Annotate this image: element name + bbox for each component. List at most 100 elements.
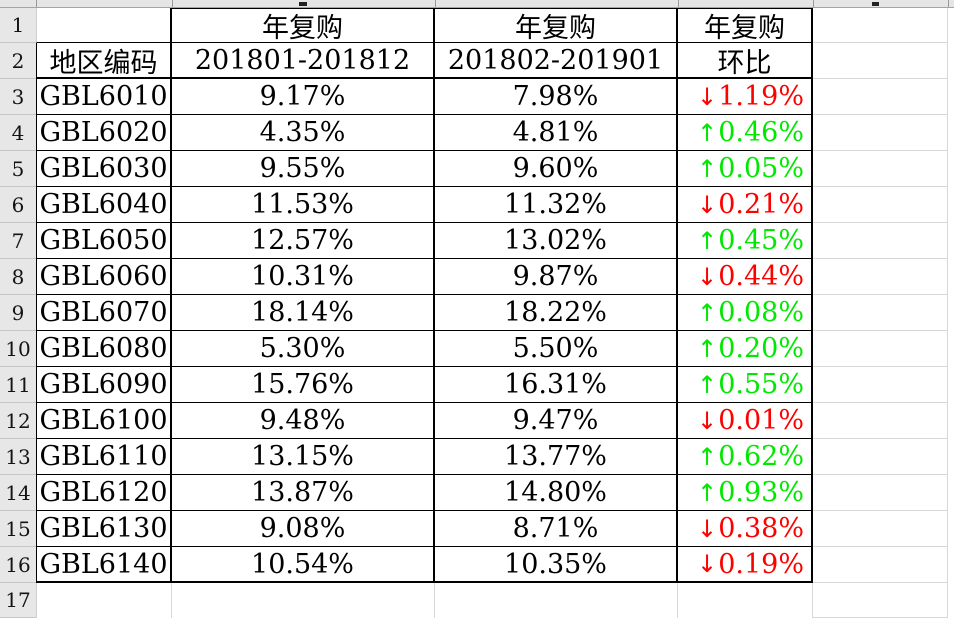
row-number[interactable]: 8 xyxy=(0,259,36,295)
column-separator[interactable] xyxy=(948,0,949,7)
cell-empty[interactable] xyxy=(813,151,948,187)
row-number[interactable]: 12 xyxy=(0,403,36,439)
header-repurchase-mom[interactable]: 年复购 xyxy=(678,8,813,43)
cell-region-code[interactable]: GBL6140 xyxy=(36,547,172,583)
cell-mom-delta[interactable]: ↑ 0.05% xyxy=(678,151,813,187)
cell-repurchase-2019[interactable]: 11.32% xyxy=(435,187,678,223)
column-separator[interactable] xyxy=(813,0,814,7)
row-number[interactable]: 17 xyxy=(0,583,36,618)
column-header-strip[interactable] xyxy=(0,0,954,8)
cell-mom-delta[interactable]: ↑ 0.20% xyxy=(678,331,813,367)
row-number[interactable]: 1 xyxy=(0,8,36,43)
cell-repurchase-2019[interactable]: 9.60% xyxy=(435,151,678,187)
cell-repurchase-2019[interactable]: 13.77% xyxy=(435,439,678,475)
cell-repurchase-2019[interactable]: 13.02% xyxy=(435,223,678,259)
row-number[interactable]: 4 xyxy=(0,115,36,151)
cell-repurchase-2019[interactable]: 5.50% xyxy=(435,331,678,367)
cell-empty[interactable] xyxy=(36,583,172,618)
header-repurchase-2018[interactable]: 年复购 xyxy=(172,8,435,43)
cell-repurchase-2019[interactable]: 18.22% xyxy=(435,295,678,331)
cell-region-code[interactable]: GBL6060 xyxy=(36,259,172,295)
cell-empty[interactable] xyxy=(813,439,948,475)
row-number[interactable]: 15 xyxy=(0,511,36,547)
cell-region-code[interactable]: GBL6020 xyxy=(36,115,172,151)
row-number[interactable]: 14 xyxy=(0,475,36,511)
cell-empty[interactable] xyxy=(813,8,948,43)
cell-repurchase-2018[interactable]: 5.30% xyxy=(172,331,435,367)
cell-repurchase-2018[interactable]: 9.17% xyxy=(172,79,435,115)
row-number[interactable]: 5 xyxy=(0,151,36,187)
cell-repurchase-2018[interactable]: 4.35% xyxy=(172,115,435,151)
cell-repurchase-2018[interactable]: 12.57% xyxy=(172,223,435,259)
cell-repurchase-2019[interactable]: 4.81% xyxy=(435,115,678,151)
row-number[interactable]: 13 xyxy=(0,439,36,475)
cell-region-code[interactable]: GBL6070 xyxy=(36,295,172,331)
cell-empty[interactable] xyxy=(813,475,948,511)
cell-repurchase-2018[interactable]: 13.87% xyxy=(172,475,435,511)
cell-empty[interactable] xyxy=(172,583,435,618)
header-mom-label[interactable]: 环比 xyxy=(678,43,813,79)
cell-repurchase-2018[interactable]: 10.31% xyxy=(172,259,435,295)
cell-region-code[interactable]: GBL6120 xyxy=(36,475,172,511)
cell-repurchase-2018[interactable]: 9.48% xyxy=(172,403,435,439)
cell-mom-delta[interactable]: ↑ 0.55% xyxy=(678,367,813,403)
row-number[interactable]: 16 xyxy=(0,547,36,583)
column-separator[interactable] xyxy=(36,0,37,7)
row-number[interactable]: 7 xyxy=(0,223,36,259)
cell-empty[interactable] xyxy=(813,115,948,151)
cell-region-code[interactable]: GBL6130 xyxy=(36,511,172,547)
cell-repurchase-2018[interactable]: 13.15% xyxy=(172,439,435,475)
cell-mom-delta[interactable]: ↓ 0.38% xyxy=(678,511,813,547)
cell-mom-delta[interactable]: ↑ 0.62% xyxy=(678,439,813,475)
column-separator[interactable] xyxy=(678,0,679,7)
cell-repurchase-2019[interactable]: 7.98% xyxy=(435,79,678,115)
cell-mom-delta[interactable]: ↓ 0.21% xyxy=(678,187,813,223)
cell-mom-delta[interactable]: ↓ 1.19% xyxy=(678,79,813,115)
cell-empty[interactable] xyxy=(813,403,948,439)
cell-region-code[interactable]: GBL6110 xyxy=(36,439,172,475)
cell-empty[interactable] xyxy=(813,223,948,259)
cell-mom-delta[interactable]: ↑ 0.46% xyxy=(678,115,813,151)
cell-repurchase-2018[interactable]: 11.53% xyxy=(172,187,435,223)
cell-empty[interactable] xyxy=(813,295,948,331)
cell-repurchase-2018[interactable]: 15.76% xyxy=(172,367,435,403)
cell-mom-delta[interactable]: ↑ 0.93% xyxy=(678,475,813,511)
row-number[interactable]: 2 xyxy=(0,43,36,79)
cell-repurchase-2018[interactable]: 9.55% xyxy=(172,151,435,187)
cell-repurchase-2018[interactable]: 10.54% xyxy=(172,547,435,583)
header-repurchase-2019[interactable]: 年复购 xyxy=(435,8,678,43)
column-separator[interactable] xyxy=(172,0,173,7)
cell-repurchase-2019[interactable]: 10.35% xyxy=(435,547,678,583)
cell-mom-delta[interactable]: ↓ 0.19% xyxy=(678,547,813,583)
cell-repurchase-2019[interactable]: 9.87% xyxy=(435,259,678,295)
cell-region-code[interactable]: GBL6100 xyxy=(36,403,172,439)
cell-empty[interactable] xyxy=(678,583,813,618)
cell-empty[interactable] xyxy=(813,511,948,547)
row-number[interactable]: 6 xyxy=(0,187,36,223)
column-separator[interactable] xyxy=(435,0,436,7)
cell-region-code[interactable]: GBL6080 xyxy=(36,331,172,367)
row-number[interactable]: 11 xyxy=(0,367,36,403)
cell-region-code[interactable]: GBL6090 xyxy=(36,367,172,403)
cell-empty[interactable] xyxy=(813,43,948,79)
header-region-code[interactable]: 地区编码 xyxy=(36,43,172,79)
header-period-2019[interactable]: 201802-201901 xyxy=(435,43,678,79)
row-number[interactable]: 9 xyxy=(0,295,36,331)
cell-empty[interactable] xyxy=(813,187,948,223)
cell-empty[interactable] xyxy=(813,547,948,583)
cell-mom-delta[interactable]: ↑ 0.45% xyxy=(678,223,813,259)
cell-empty[interactable] xyxy=(813,259,948,295)
cell-empty[interactable] xyxy=(813,331,948,367)
cell-region-code[interactable]: GBL6010 xyxy=(36,79,172,115)
cell-repurchase-2018[interactable]: 18.14% xyxy=(172,295,435,331)
cell-empty[interactable] xyxy=(435,583,678,618)
row-number[interactable]: 3 xyxy=(0,79,36,115)
cell-region-code[interactable]: GBL6050 xyxy=(36,223,172,259)
cell-mom-delta[interactable]: ↓ 0.01% xyxy=(678,403,813,439)
cell-A1-empty[interactable] xyxy=(36,8,172,43)
cell-repurchase-2019[interactable]: 9.47% xyxy=(435,403,678,439)
row-number[interactable]: 10 xyxy=(0,331,36,367)
header-period-2018[interactable]: 201801-201812 xyxy=(172,43,435,79)
cell-region-code[interactable]: GBL6030 xyxy=(36,151,172,187)
cell-mom-delta[interactable]: ↓ 0.44% xyxy=(678,259,813,295)
